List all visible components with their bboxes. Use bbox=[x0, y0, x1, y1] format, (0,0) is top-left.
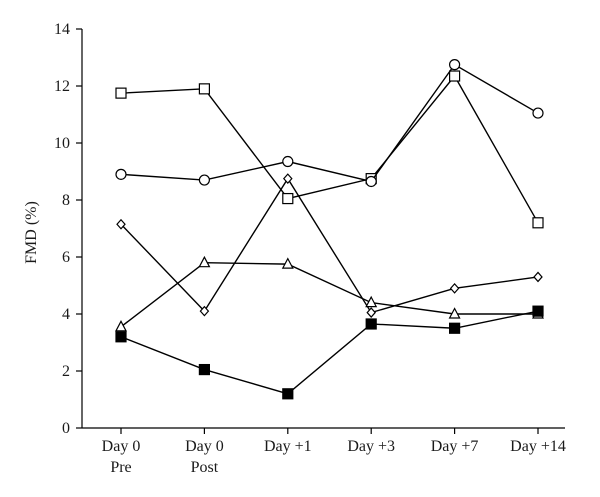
x-tick-label: Day +7 bbox=[431, 438, 479, 455]
series-open-diamond bbox=[116, 173, 543, 318]
series-line bbox=[120, 261, 538, 328]
open-circle-marker bbox=[282, 155, 294, 168]
axes bbox=[81, 29, 565, 429]
series-line bbox=[120, 310, 539, 395]
open-square-marker bbox=[115, 87, 127, 99]
open-diamond-marker bbox=[199, 305, 210, 317]
y-tick-label: 4 bbox=[62, 306, 70, 323]
series-open-circle bbox=[115, 59, 544, 188]
x-ticks: Day 0 Pre Day 0 Post Day +1 Day +3 Day +7 Day +… bbox=[102, 428, 566, 476]
open-diamond-marker bbox=[282, 173, 293, 185]
open-triangle-marker bbox=[198, 255, 211, 268]
series-line bbox=[120, 74, 539, 224]
open-square-marker bbox=[532, 217, 544, 229]
open-diamond-marker bbox=[366, 307, 377, 318]
open-diamond-marker bbox=[116, 218, 126, 230]
open-square-marker bbox=[449, 70, 461, 82]
series-line bbox=[120, 177, 539, 314]
open-diamond-marker bbox=[449, 282, 460, 294]
open-circle-marker bbox=[449, 59, 461, 71]
y-tick-label: 6 bbox=[62, 249, 70, 266]
open-circle-marker bbox=[365, 175, 377, 188]
open-triangle-marker bbox=[281, 257, 294, 269]
x-tick-label: Day +1 bbox=[264, 438, 312, 455]
open-square-marker bbox=[282, 192, 294, 205]
filled-square-marker bbox=[532, 305, 544, 317]
open-triangle-marker bbox=[448, 307, 461, 319]
open-circle-marker bbox=[115, 168, 127, 180]
y-tick-label: 14 bbox=[54, 21, 70, 38]
filled-square-marker bbox=[365, 318, 377, 330]
x-tick-label: Day 0 bbox=[185, 438, 224, 455]
series-filled-square bbox=[115, 305, 544, 400]
open-circle-marker bbox=[532, 107, 544, 119]
y-tick-label: 8 bbox=[62, 192, 70, 209]
open-diamond-marker bbox=[533, 271, 543, 283]
filled-square-marker bbox=[449, 322, 461, 334]
y-ticks: 0 2 4 6 8 10 12 14 bbox=[54, 21, 82, 437]
x-tick-label: Day +3 bbox=[347, 438, 395, 455]
filled-square-marker bbox=[198, 363, 210, 376]
open-triangle-marker bbox=[115, 320, 127, 332]
open-triangle-marker bbox=[365, 295, 378, 308]
series-open-square bbox=[115, 70, 544, 229]
y-tick-label: 0 bbox=[62, 420, 70, 437]
x-tick-label: Pre bbox=[110, 459, 131, 476]
filled-square-marker bbox=[115, 331, 127, 343]
y-tick-label: 12 bbox=[54, 78, 70, 95]
x-tick-label: Day 0 bbox=[102, 438, 141, 455]
y-tick-label: 2 bbox=[62, 363, 70, 380]
x-tick-label: Post bbox=[191, 459, 219, 476]
series-line bbox=[120, 63, 539, 183]
filled-square-marker bbox=[282, 388, 294, 400]
y-axis-label: FMD (%) bbox=[23, 201, 40, 264]
y-tick-label: 10 bbox=[54, 135, 70, 152]
series-open-triangle bbox=[115, 255, 544, 332]
open-square-marker bbox=[198, 83, 210, 95]
x-tick-label: Day +14 bbox=[510, 438, 566, 455]
series-group bbox=[115, 59, 544, 400]
open-circle-marker bbox=[198, 174, 210, 186]
